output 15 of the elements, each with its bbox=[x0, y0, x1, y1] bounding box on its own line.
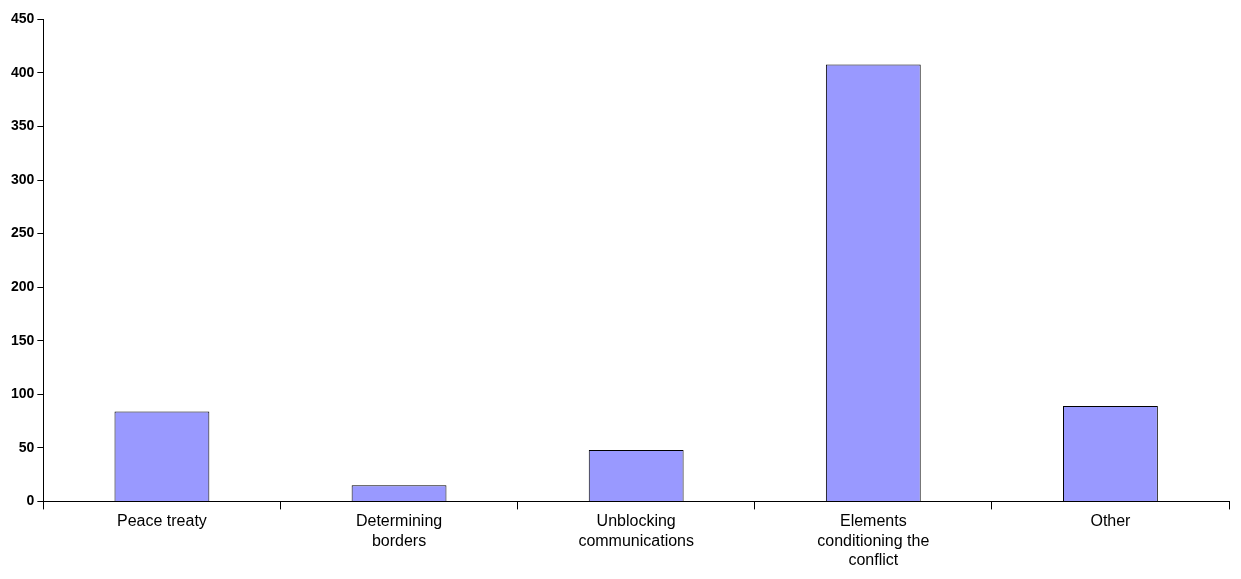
y-tick-label: 400 bbox=[11, 63, 35, 80]
y-tick-label: 150 bbox=[11, 331, 35, 348]
x-tick-label: Other bbox=[1090, 512, 1132, 530]
x-tick-label: Elements conditioning the conflict bbox=[817, 512, 930, 568]
y-tick-label: 350 bbox=[11, 117, 35, 134]
y-tick-label: 50 bbox=[18, 438, 35, 455]
y-tick-label: 450 bbox=[11, 10, 35, 27]
x-tick-label: Peace treaty bbox=[117, 512, 207, 530]
y-tick-label: 200 bbox=[11, 278, 35, 295]
y-tick-label: 0 bbox=[26, 492, 35, 509]
y-tick-label: 250 bbox=[11, 224, 35, 241]
y-tick-label: 300 bbox=[11, 170, 35, 187]
x-tick-label: Unblocking communications bbox=[578, 512, 694, 549]
x-tick-label: Determining borders bbox=[355, 512, 443, 549]
y-tick-label: 100 bbox=[11, 385, 35, 402]
